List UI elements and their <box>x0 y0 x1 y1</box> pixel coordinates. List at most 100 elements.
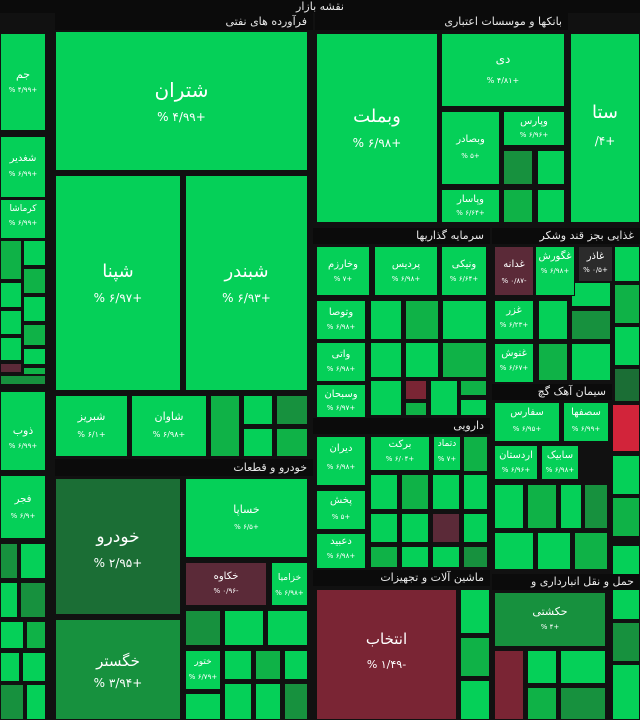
treemap-tile[interactable] <box>442 342 487 378</box>
stock-tile[interactable]: شبندر +۶/۹۳ % <box>185 175 308 391</box>
treemap-tile[interactable] <box>276 395 308 425</box>
treemap-tile[interactable] <box>463 546 488 568</box>
treemap-tile[interactable] <box>612 664 640 720</box>
treemap-tile[interactable] <box>460 399 487 416</box>
stock-tile[interactable]: شبریز +۶/۱ % <box>55 395 128 457</box>
treemap-tile[interactable] <box>584 484 608 529</box>
treemap-tile[interactable] <box>370 342 402 378</box>
treemap-tile[interactable] <box>405 380 427 400</box>
treemap-tile[interactable] <box>0 282 22 308</box>
stock-tile[interactable]: وخارزم +۷ % <box>316 246 370 296</box>
treemap-tile[interactable] <box>527 484 557 529</box>
stock-tile[interactable]: خگستر +۳/۹۴ % <box>55 619 181 720</box>
treemap-tile[interactable] <box>185 693 221 720</box>
treemap-tile[interactable] <box>503 150 533 185</box>
treemap-tile[interactable] <box>23 268 46 294</box>
treemap-tile[interactable] <box>23 296 46 322</box>
treemap-tile[interactable] <box>527 650 557 684</box>
treemap-tile[interactable] <box>185 610 221 646</box>
stock-tile[interactable]: ستا +۴/ <box>570 33 640 223</box>
treemap-tile[interactable] <box>26 684 46 720</box>
treemap-tile[interactable] <box>370 380 402 416</box>
stock-tile[interactable]: دیران +۶/۹۸ % <box>316 436 366 486</box>
treemap-tile[interactable] <box>537 532 571 570</box>
treemap-tile[interactable] <box>494 484 524 529</box>
stock-tile[interactable]: فجر +۶/۹ % <box>0 475 46 539</box>
stock-tile[interactable]: وسبحان +۶/۹۷ % <box>316 384 366 418</box>
treemap-tile[interactable] <box>276 428 308 457</box>
treemap-tile[interactable] <box>560 484 582 529</box>
treemap-tile[interactable] <box>401 474 429 510</box>
treemap-tile[interactable] <box>571 282 611 307</box>
treemap-tile[interactable] <box>494 650 524 720</box>
stock-tile[interactable]: خکاوه -۰/۹۶ % <box>185 562 267 606</box>
treemap-tile[interactable] <box>224 650 252 680</box>
stock-tile[interactable]: انتخاب -۱/۴۹ % <box>316 589 457 720</box>
stock-tile[interactable]: اردستان +۶/۹۶ % <box>494 445 538 480</box>
treemap-tile[interactable] <box>612 497 640 537</box>
stock-tile[interactable]: شغدیر +۶/۹۹ % <box>0 136 46 198</box>
treemap-tile[interactable] <box>538 300 568 340</box>
treemap-tile[interactable] <box>224 683 252 720</box>
treemap-tile[interactable] <box>0 375 46 385</box>
treemap-tile[interactable] <box>612 622 640 662</box>
treemap-tile[interactable] <box>503 189 533 223</box>
stock-tile[interactable]: پخش +۵ % <box>316 490 366 530</box>
treemap-tile[interactable] <box>243 428 273 457</box>
treemap-tile[interactable] <box>405 342 439 378</box>
treemap-tile[interactable] <box>612 404 640 452</box>
treemap-tile[interactable] <box>560 687 606 720</box>
treemap-tile[interactable] <box>460 637 490 677</box>
treemap-tile[interactable] <box>370 474 398 510</box>
treemap-tile[interactable] <box>463 474 488 510</box>
stock-tile[interactable]: دی +۴/۸۱ % <box>441 33 565 107</box>
stock-tile[interactable]: برکت +۶/۰۴ % <box>370 436 430 471</box>
stock-tile[interactable]: سصفها +۶/۹۹ % <box>563 402 609 442</box>
treemap-tile[interactable] <box>463 513 488 543</box>
treemap-tile[interactable] <box>527 687 557 720</box>
treemap-tile[interactable] <box>23 324 46 346</box>
treemap-tile[interactable] <box>0 310 22 335</box>
treemap-tile[interactable] <box>370 300 402 340</box>
treemap-tile[interactable] <box>370 513 398 543</box>
treemap-tile[interactable] <box>442 300 487 340</box>
stock-tile[interactable]: خزامیا +۶/۹۸ % <box>271 562 308 606</box>
treemap-tile[interactable] <box>0 621 24 649</box>
treemap-tile[interactable] <box>571 310 611 340</box>
treemap-tile[interactable] <box>432 546 460 568</box>
treemap-tile[interactable] <box>0 337 22 361</box>
treemap-tile[interactable] <box>612 455 640 495</box>
treemap-tile[interactable] <box>460 380 487 396</box>
stock-tile[interactable]: غدانه -۰/۸۷ % <box>494 246 534 296</box>
treemap-tile[interactable] <box>243 395 273 425</box>
treemap-tile[interactable] <box>284 650 308 680</box>
treemap-tile[interactable] <box>571 343 611 381</box>
treemap-tile[interactable] <box>537 189 565 223</box>
treemap-tile[interactable] <box>432 474 460 510</box>
treemap-tile[interactable] <box>284 683 308 720</box>
stock-tile[interactable]: وپارس +۶/۹۶ % <box>503 111 565 146</box>
treemap-tile[interactable] <box>210 395 240 457</box>
treemap-tile[interactable] <box>538 343 568 381</box>
treemap-tile[interactable] <box>20 582 46 618</box>
stock-tile[interactable]: ذوب +۶/۹۹ % <box>0 391 46 471</box>
stock-tile[interactable]: غزر +۶/۲۳ % <box>494 300 534 340</box>
treemap-tile[interactable] <box>614 284 640 324</box>
treemap-tile[interactable] <box>614 326 640 366</box>
stock-tile[interactable]: وپاسار +۶/۶۴ % <box>441 189 500 223</box>
treemap-tile[interactable] <box>23 367 46 375</box>
stock-tile[interactable]: پردیس +۶/۹۸ % <box>374 246 438 296</box>
stock-tile[interactable]: سابیک +۶/۹۸ % <box>541 445 579 480</box>
treemap-tile[interactable] <box>460 589 490 634</box>
stock-tile[interactable]: وتوصا +۶/۹۸ % <box>316 300 366 340</box>
treemap-tile[interactable] <box>614 246 640 282</box>
stock-tile[interactable]: وبملت +۶/۹۸ % <box>316 33 438 223</box>
treemap-tile[interactable] <box>0 363 22 373</box>
stock-tile[interactable]: دعبید +۶/۹۸ % <box>316 533 366 569</box>
treemap-tile[interactable] <box>224 610 264 646</box>
stock-tile[interactable]: دتماد +۷ % <box>433 436 461 471</box>
treemap-tile[interactable] <box>494 532 534 570</box>
treemap-tile[interactable] <box>23 348 46 365</box>
stock-tile[interactable]: ختور +۶/۷۹ % <box>185 650 221 690</box>
treemap-tile[interactable] <box>20 543 46 579</box>
